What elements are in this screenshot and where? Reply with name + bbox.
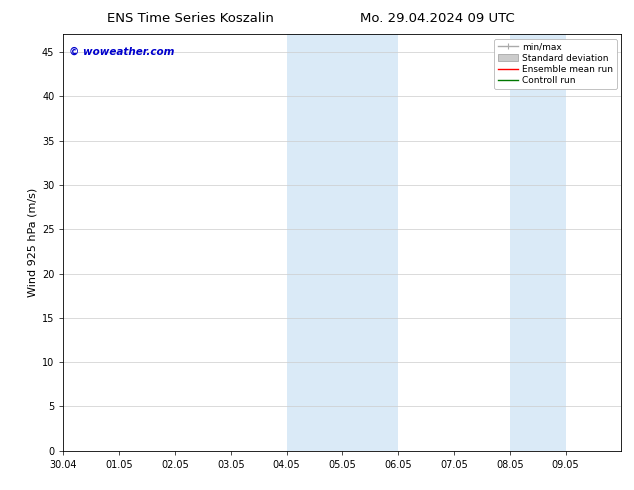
Y-axis label: Wind 925 hPa (m/s): Wind 925 hPa (m/s): [28, 188, 37, 297]
Bar: [287, 34, 342, 451]
Text: © woweather.com: © woweather.com: [69, 47, 174, 57]
Bar: [510, 34, 566, 451]
Text: Mo. 29.04.2024 09 UTC: Mo. 29.04.2024 09 UTC: [360, 12, 515, 25]
Legend: min/max, Standard deviation, Ensemble mean run, Controll run: min/max, Standard deviation, Ensemble me…: [495, 39, 617, 89]
Text: ENS Time Series Koszalin: ENS Time Series Koszalin: [107, 12, 274, 25]
Bar: [342, 34, 398, 451]
